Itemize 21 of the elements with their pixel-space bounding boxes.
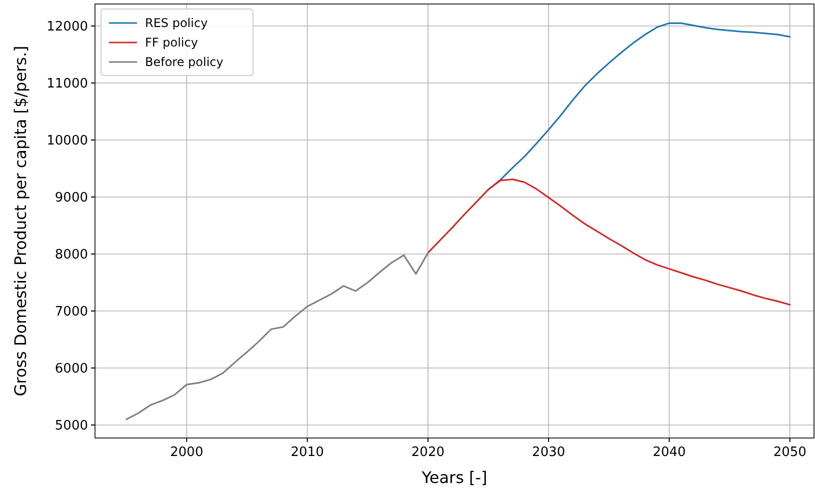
y-tick-label: 12000 — [46, 20, 88, 35]
y-tick-label: 5000 — [54, 418, 88, 434]
x-tick-label: 2050 — [773, 445, 806, 460]
y-axis-title: Gross Domestic Product per capita [$/pers.] — [11, 46, 30, 396]
y-tick-label: 10000 — [46, 134, 88, 149]
x-axis-title: Years [-] — [420, 468, 488, 487]
legend-label: Before policy — [145, 55, 224, 70]
line-series — [126, 252, 429, 420]
x-tick-label: 2000 — [170, 445, 204, 460]
x-tick-label: 2020 — [411, 445, 445, 460]
y-tick-label: 7000 — [54, 304, 88, 320]
y-tick-label: 9000 — [54, 190, 88, 206]
line-series — [427, 178, 791, 306]
x-tick-label: 2030 — [532, 445, 566, 460]
y-tick-label: 11000 — [46, 76, 88, 92]
y-tick-label: 6000 — [54, 362, 88, 377]
y-tick-label: 8000 — [54, 248, 88, 263]
x-tick-label: 2040 — [652, 445, 686, 460]
x-tick-label: 2010 — [290, 445, 324, 460]
legend-label: FF policy — [145, 36, 198, 50]
legend-label: RES policy — [145, 16, 208, 30]
